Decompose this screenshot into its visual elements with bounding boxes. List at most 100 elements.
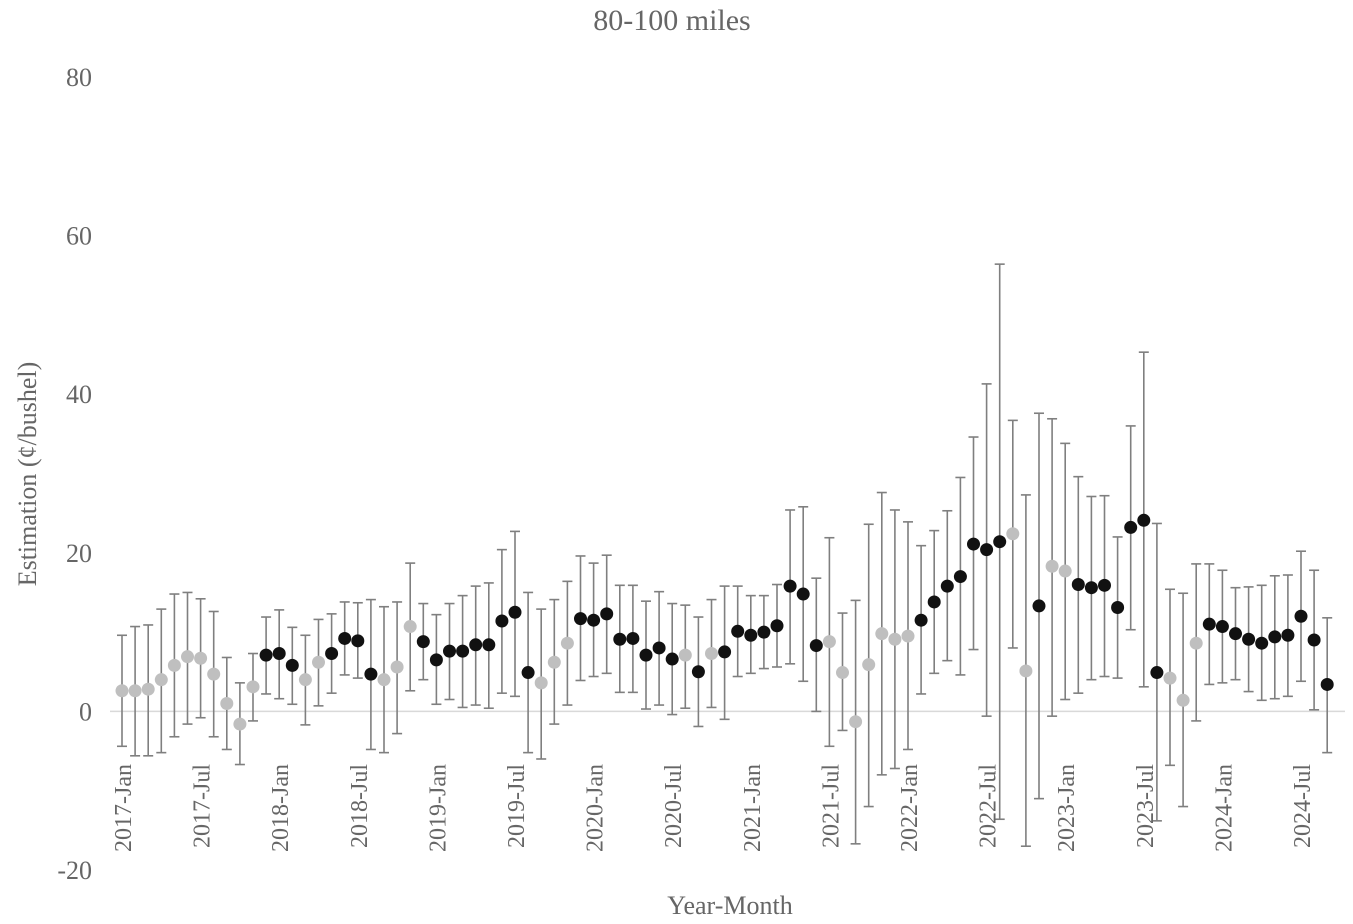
x-tick-label: 2021-Jan	[740, 764, 766, 852]
data-point	[652, 641, 666, 655]
x-axis-label: Year-Month	[667, 891, 792, 920]
data-point	[547, 655, 561, 669]
data-point	[678, 648, 692, 662]
data-point	[1137, 513, 1151, 527]
x-tick-label: 2023-Jul	[1133, 764, 1159, 848]
data-point	[705, 647, 718, 661]
data-point	[312, 655, 325, 669]
y-tick-label: 80	[66, 63, 92, 92]
data-point	[665, 652, 679, 666]
x-tick-label: 2019-Jan	[425, 764, 451, 852]
data-point	[796, 587, 810, 601]
data-point	[1281, 628, 1295, 642]
data-point	[364, 667, 378, 681]
data-point	[141, 682, 155, 696]
y-tick-label: 20	[66, 539, 92, 568]
data-point	[181, 650, 194, 664]
data-point	[1229, 627, 1242, 641]
data-point	[272, 647, 286, 661]
x-tick-label: 2024-Jan	[1211, 764, 1237, 852]
data-point	[560, 636, 574, 650]
data-point	[836, 666, 849, 680]
data-point	[338, 631, 352, 645]
data-point	[1150, 666, 1164, 680]
y-axis-ticks: -20 0 20 40 60 80	[57, 63, 92, 885]
data-point	[495, 614, 509, 628]
data-point	[1111, 601, 1125, 615]
data-point	[888, 632, 902, 646]
data-point	[1294, 609, 1308, 623]
data-point	[849, 715, 863, 729]
data-point	[443, 644, 456, 658]
data-point	[534, 676, 548, 690]
data-point	[521, 666, 535, 680]
data-point	[1163, 671, 1177, 685]
data-point	[1098, 578, 1111, 592]
data-point	[416, 635, 430, 649]
x-axis-ticks: 2017-Jan 2017-Jul 2018-Jan 2018-Jul 2019-Jan…	[111, 764, 1316, 852]
data-point	[259, 648, 273, 662]
data-point	[613, 632, 627, 646]
data-point	[207, 667, 221, 681]
data-points	[115, 513, 1334, 731]
x-tick-label: 2022-Jul	[976, 764, 1002, 848]
x-tick-label: 2018-Jul	[347, 764, 373, 848]
data-point	[731, 624, 745, 638]
data-point	[574, 612, 587, 626]
data-point	[1019, 664, 1033, 678]
x-tick-label: 2022-Jan	[897, 764, 923, 852]
data-point	[233, 717, 247, 731]
data-point	[587, 613, 601, 627]
data-point	[1307, 633, 1321, 647]
x-tick-label: 2017-Jul	[190, 764, 216, 848]
data-point	[298, 673, 312, 687]
data-point	[1320, 677, 1334, 691]
data-point	[600, 607, 614, 621]
data-point	[980, 543, 994, 557]
x-tick-label: 2019-Jul	[504, 764, 530, 848]
x-tick-label: 2023-Jan	[1054, 764, 1080, 852]
data-point	[927, 595, 941, 609]
y-tick-label: 40	[66, 380, 92, 409]
y-tick-label: 60	[66, 222, 92, 251]
data-point	[469, 638, 483, 652]
data-point	[1255, 636, 1269, 650]
chart-title: 80-100 miles	[593, 4, 751, 37]
data-point	[220, 696, 234, 710]
data-point	[482, 638, 496, 652]
data-point	[809, 639, 823, 653]
data-point	[822, 635, 836, 649]
data-point	[194, 651, 208, 665]
x-tick-label: 2021-Jul	[818, 764, 844, 848]
y-axis-label: Estimation (¢/bushel)	[13, 362, 42, 587]
data-point	[128, 684, 142, 698]
data-point	[901, 629, 915, 643]
data-point	[770, 619, 784, 633]
data-point	[1268, 630, 1282, 644]
data-point	[862, 658, 876, 672]
data-point	[154, 673, 168, 687]
data-point	[1032, 599, 1046, 613]
x-tick-label: 2018-Jan	[268, 764, 294, 852]
data-point	[246, 680, 260, 694]
data-point	[1071, 578, 1085, 592]
data-point	[1084, 581, 1098, 595]
data-point	[1006, 527, 1020, 541]
data-point	[967, 537, 980, 551]
data-point	[639, 648, 653, 662]
data-point	[1058, 564, 1072, 578]
data-point	[1045, 559, 1059, 573]
data-point	[691, 665, 705, 679]
data-point	[1124, 520, 1138, 534]
data-point	[783, 579, 797, 593]
data-point	[429, 653, 443, 667]
data-point	[351, 634, 365, 648]
y-tick-label: 0	[79, 697, 92, 726]
data-point	[1215, 620, 1229, 634]
x-tick-label: 2020-Jul	[661, 764, 687, 848]
data-point	[508, 605, 522, 619]
data-point	[875, 627, 889, 641]
data-point	[403, 620, 417, 634]
data-point	[456, 644, 470, 658]
